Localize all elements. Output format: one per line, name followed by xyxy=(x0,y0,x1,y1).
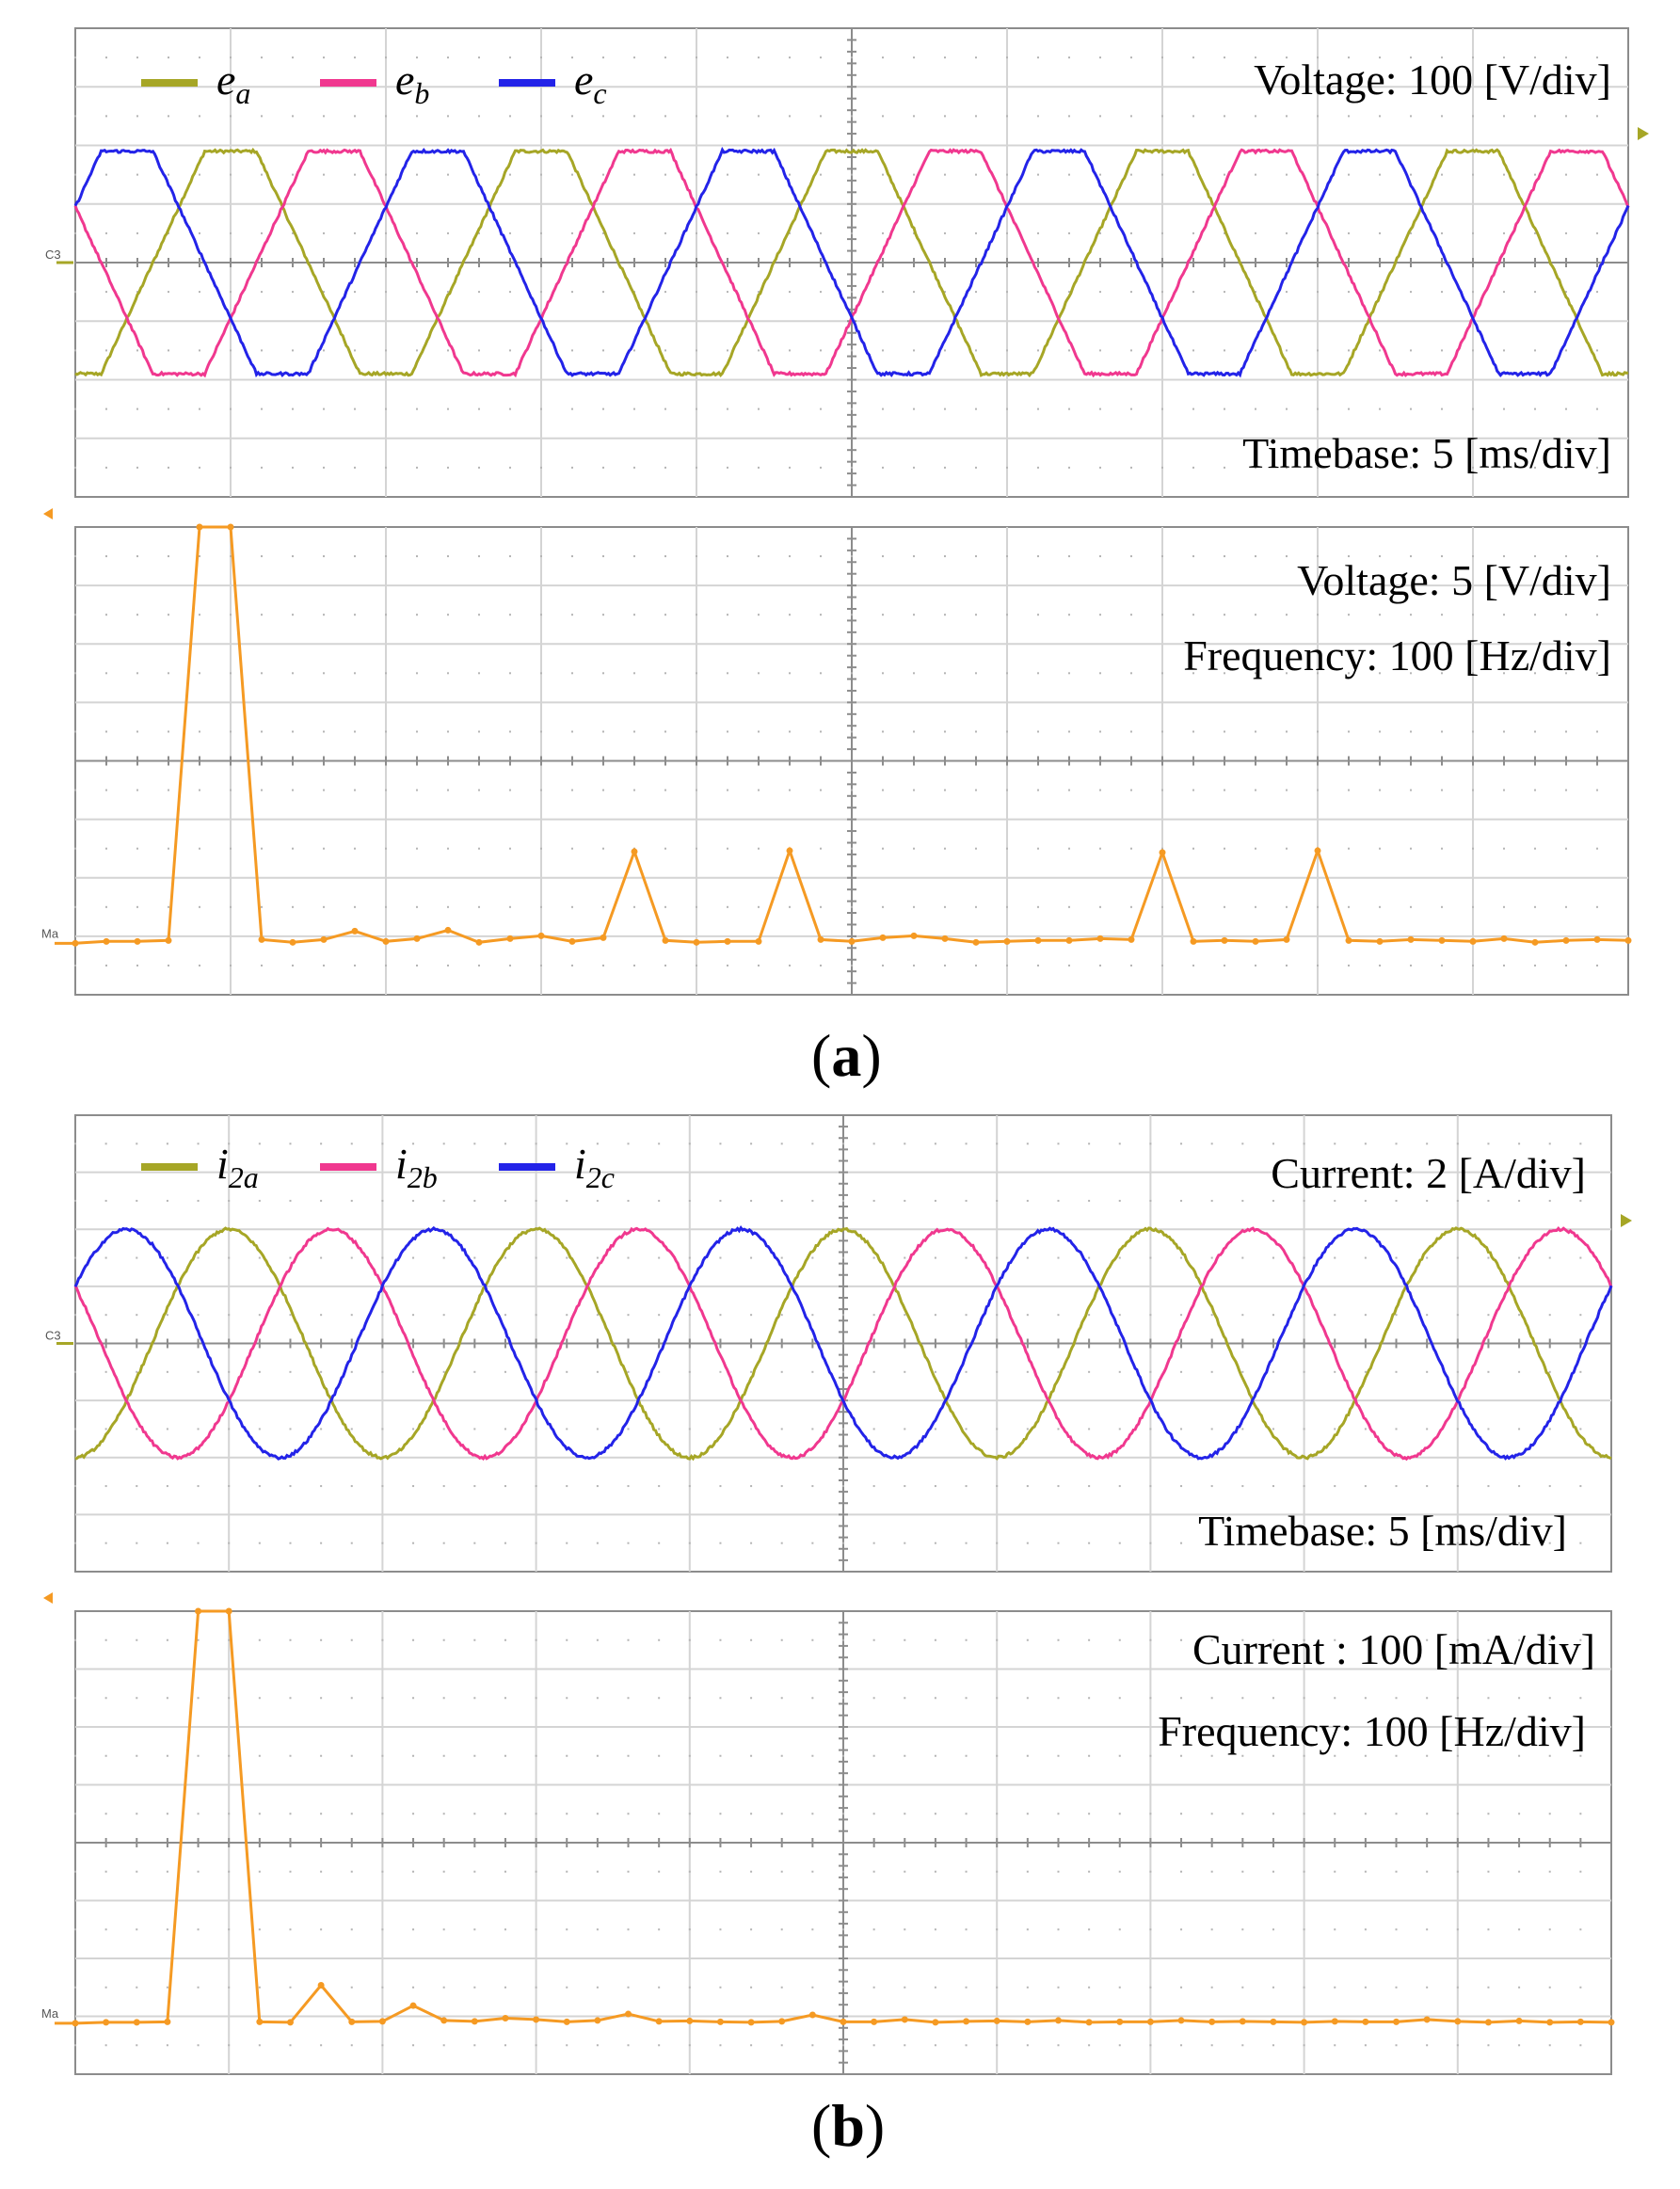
scale-annotation: Current : 100 [mA/div] xyxy=(1192,1625,1595,1673)
spectrum-point xyxy=(1624,936,1632,944)
trigger-marker xyxy=(1638,127,1649,140)
channel-marker: Ma xyxy=(41,926,59,940)
ref-arrow xyxy=(43,1592,53,1604)
channel-marker: C3 xyxy=(45,248,61,262)
ref-arrow xyxy=(43,508,53,519)
legend-label: i2b xyxy=(395,1140,438,1194)
grid-dots xyxy=(74,555,1598,967)
scale-annotation: Timebase: 5 [ms/div] xyxy=(1242,429,1611,477)
scale-annotation: Timebase: 5 [ms/div] xyxy=(1198,1507,1567,1555)
scale-annotation: Voltage: 5 [V/div] xyxy=(1297,556,1611,604)
legend-label: ec xyxy=(574,56,607,110)
legend-label: i2a xyxy=(216,1140,259,1194)
scale-annotation: Frequency: 100 [Hz/div] xyxy=(1183,631,1611,679)
scale-annotation: Frequency: 100 [Hz/div] xyxy=(1158,1707,1586,1755)
spectrum-trace xyxy=(74,1609,1612,2025)
legend-label: eb xyxy=(395,56,429,110)
trigger-marker xyxy=(1621,1214,1632,1227)
spectrum-point xyxy=(72,939,79,947)
scale-annotation: Current: 2 [A/div] xyxy=(1271,1149,1586,1197)
figure-label-b: (b) xyxy=(811,2092,886,2159)
grid-dots xyxy=(74,56,1598,469)
channel-marker: Ma xyxy=(41,2006,59,2021)
figure-label-a: (a) xyxy=(811,1022,882,1089)
legend-label: i2c xyxy=(574,1140,615,1194)
panel-a-time: Voltage: 100 [V/div] Timebase: 5 [ms/div]… xyxy=(45,27,1649,498)
legend-label: ea xyxy=(216,56,250,110)
panel-b-time: Current: 2 [A/div] Timebase: 5 [ms/div] C3… xyxy=(45,1114,1632,1573)
scale-annotation: Voltage: 100 [V/div] xyxy=(1254,56,1611,104)
panel-b-spectrum: Current : 100 [mA/div] Frequency: 100 [Hz… xyxy=(41,1592,1615,2075)
series-e_c xyxy=(73,146,1630,378)
grid-dots xyxy=(74,1638,1582,2047)
grid-dots xyxy=(74,1142,1582,1544)
spectrum-trace xyxy=(74,525,1629,945)
channel-marker: C3 xyxy=(45,1329,61,1343)
panel-a-spectrum: Voltage: 5 [V/div] Frequency: 100 [Hz/div… xyxy=(41,508,1632,996)
series-i_2c xyxy=(73,1225,1613,1461)
